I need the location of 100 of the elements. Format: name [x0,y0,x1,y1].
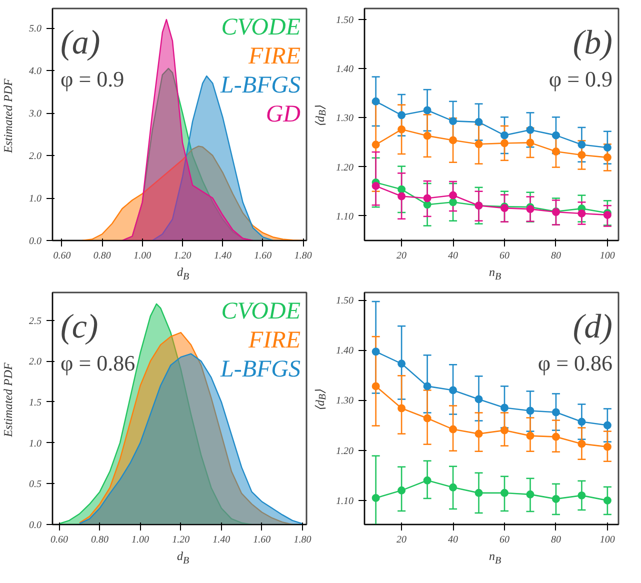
point [398,185,406,194]
point [398,192,406,200]
point [552,148,560,156]
x-tick-label: 1.20 [174,250,192,262]
y-tick-label: 0.0 [29,236,42,247]
point [526,406,534,415]
y-tick-label: 1.20 [336,162,354,174]
point [474,395,483,404]
y-tick-label: 1.0 [29,194,42,205]
y-tick-label: 4.0 [29,66,42,78]
y-tick-label: 3.0 [28,108,42,120]
x-tick-label: 40 [448,250,458,262]
x-tick-label: 0.60 [50,534,68,546]
point [372,494,380,502]
point [526,490,534,498]
point [449,386,458,394]
annotation: (c) [60,308,98,346]
x-axis-title: d$_{B}$ [176,548,190,568]
x-tick-label: 1.80 [294,534,312,546]
point [449,483,458,492]
point [552,408,560,416]
x-tick-label: 60 [499,534,510,546]
annotation: (d) [572,308,613,346]
x-tick-label: 100 [600,534,615,546]
text: FIRE [248,44,301,70]
point [449,117,458,126]
series-label: L-BFGS [220,72,301,98]
point [398,111,406,120]
point [578,150,586,159]
point [449,425,458,434]
y-tick-label: 2.5 [29,316,42,327]
text: CVODE [221,298,301,324]
x-tick-label: 80 [550,250,561,262]
y-tick-label: 1.0 [29,438,42,450]
point [372,348,380,356]
point [552,494,560,503]
point [526,432,534,440]
point [474,140,483,148]
y-tick-label: 1.30 [336,113,354,124]
point [603,421,612,430]
point [474,118,483,126]
y-tick-label: 1.5 [29,397,42,408]
y-tick-label: 2.0 [29,151,42,162]
y-tick-label: 1.10 [336,496,354,507]
x-tick-label: 100 [600,250,615,262]
point [372,97,380,106]
point [423,476,432,484]
y-tick-label: 1.30 [336,396,354,407]
text: CVODE [221,14,301,40]
point [474,488,483,497]
annotation: φ = 0.86 [538,350,613,376]
x-tick-label: 60 [499,250,510,262]
point [372,182,380,190]
annotation: φ = 0.86 [60,350,136,376]
point [423,382,432,390]
point [449,191,458,200]
x-tick-label: 0.60 [53,250,71,262]
point [552,432,560,441]
point [423,132,432,140]
annotation: φ = 0.9 [548,66,613,92]
text: FIRE [248,328,301,354]
x-tick-label: 0.80 [90,534,108,546]
x-tick-label: 0.80 [93,250,111,262]
x-tick-label: 1.00 [132,534,150,546]
point [398,404,406,412]
point [603,153,612,162]
point [474,430,483,438]
x-tick-label: 1.40 [212,534,230,546]
point [398,486,406,494]
x-tick-label: 1.60 [253,534,271,546]
point [552,131,560,140]
x-axis-title: n$_{B}$ [488,264,502,284]
y-tick-label: 5.0 [29,24,42,35]
point [603,496,612,504]
y-tick-label: 1.40 [336,346,354,357]
x-axis-title: d$_{B}$ [176,264,190,284]
point [578,440,586,448]
point [526,126,534,134]
point [423,200,432,209]
y-tick-label: 0.5 [29,479,42,490]
point [423,194,432,202]
x-tick-label: 1.00 [134,250,152,262]
point [603,144,612,152]
point [398,360,406,368]
point [500,131,508,140]
y-tick-label: 1.40 [336,64,354,75]
point [578,209,586,218]
point [526,138,534,147]
x-tick-label: 40 [448,534,458,546]
x-tick-label: 1.20 [172,534,190,546]
x-tick-label: 20 [396,534,407,546]
point [500,139,508,148]
point [500,488,508,497]
point [500,426,508,434]
y-tick-label: 1.50 [336,14,354,26]
point [449,136,458,144]
point [578,418,586,426]
x-axis-title: n$_{B}$ [488,548,502,568]
point [372,382,380,390]
x-tick-label: 20 [396,250,407,262]
